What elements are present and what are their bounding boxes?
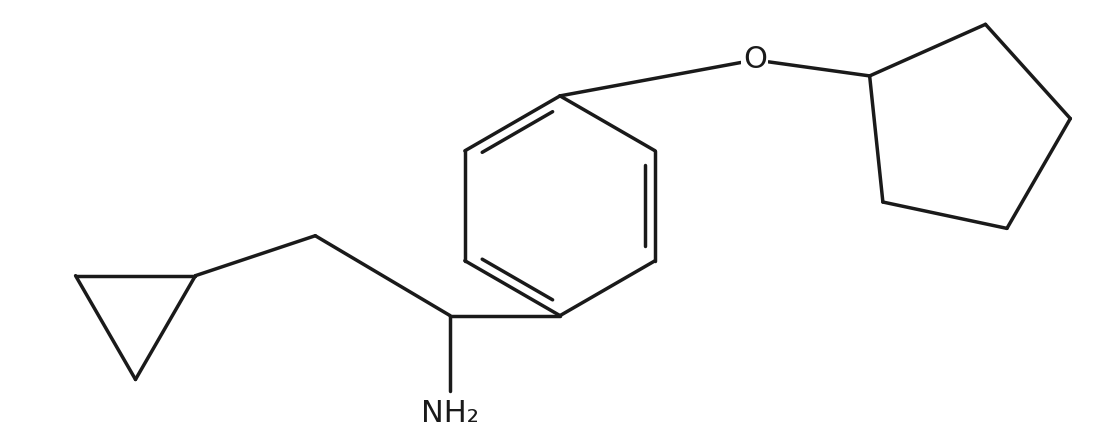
Text: NH₂: NH₂ — [422, 399, 479, 428]
Text: O: O — [743, 45, 767, 75]
